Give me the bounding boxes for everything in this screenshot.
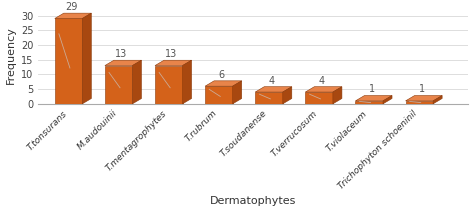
Polygon shape xyxy=(155,60,191,66)
Polygon shape xyxy=(383,96,392,104)
Y-axis label: Frequency: Frequency xyxy=(6,26,16,84)
Polygon shape xyxy=(205,81,242,86)
Polygon shape xyxy=(55,13,91,18)
Polygon shape xyxy=(182,60,191,104)
Polygon shape xyxy=(406,96,442,101)
Polygon shape xyxy=(305,87,342,92)
FancyBboxPatch shape xyxy=(305,92,333,104)
Text: 13: 13 xyxy=(165,49,178,59)
Text: 29: 29 xyxy=(65,2,77,12)
X-axis label: Dermatophytes: Dermatophytes xyxy=(210,197,297,206)
FancyBboxPatch shape xyxy=(155,66,182,104)
Polygon shape xyxy=(233,81,242,104)
FancyBboxPatch shape xyxy=(255,92,283,104)
Polygon shape xyxy=(82,13,91,104)
Polygon shape xyxy=(356,96,392,101)
Text: 1: 1 xyxy=(369,84,375,94)
FancyBboxPatch shape xyxy=(356,101,383,104)
Text: 4: 4 xyxy=(319,75,325,85)
FancyBboxPatch shape xyxy=(105,66,132,104)
Polygon shape xyxy=(333,87,342,104)
Polygon shape xyxy=(105,60,141,66)
FancyBboxPatch shape xyxy=(205,86,233,104)
Polygon shape xyxy=(283,87,292,104)
Text: 4: 4 xyxy=(269,75,275,85)
FancyBboxPatch shape xyxy=(55,18,82,104)
Polygon shape xyxy=(132,60,141,104)
Polygon shape xyxy=(255,87,292,92)
Text: 13: 13 xyxy=(115,49,128,59)
Text: 1: 1 xyxy=(419,84,425,94)
Polygon shape xyxy=(433,96,442,104)
Text: 6: 6 xyxy=(219,70,225,80)
FancyBboxPatch shape xyxy=(406,101,433,104)
